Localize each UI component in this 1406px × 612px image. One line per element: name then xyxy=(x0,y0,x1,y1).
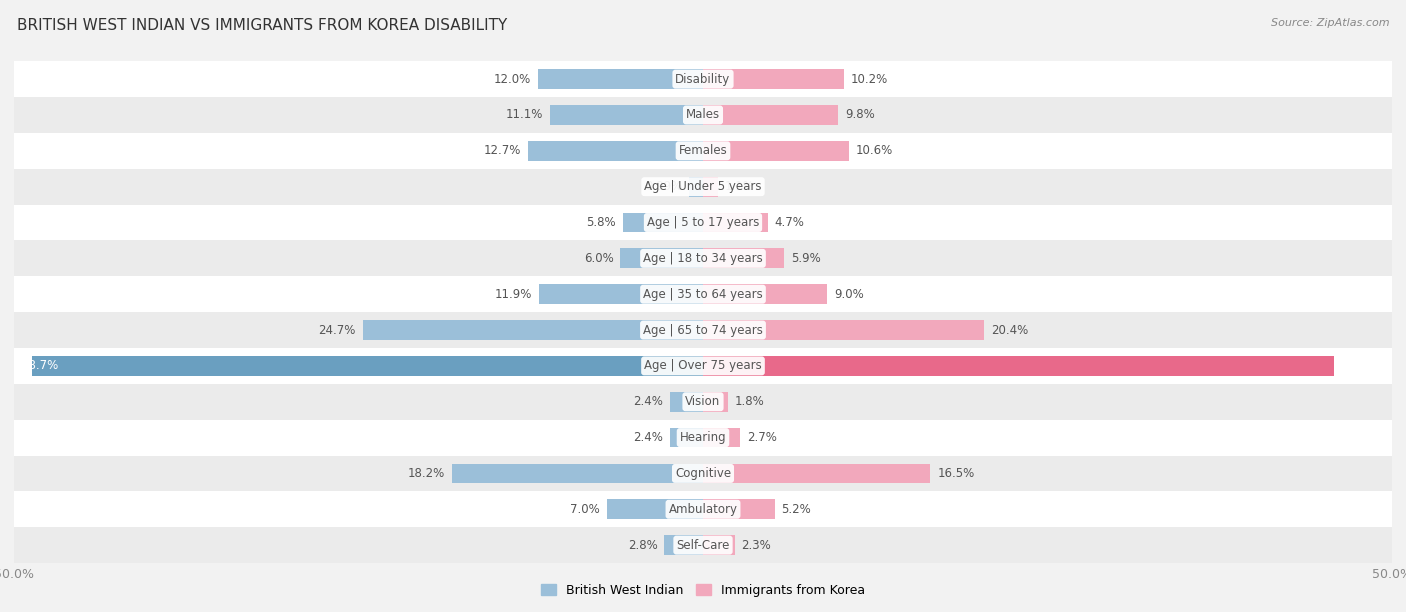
Text: 10.2%: 10.2% xyxy=(851,73,887,86)
Text: Males: Males xyxy=(686,108,720,121)
Bar xyxy=(550,105,703,125)
Bar xyxy=(703,499,775,519)
Text: 2.7%: 2.7% xyxy=(747,431,778,444)
Bar xyxy=(363,320,703,340)
Text: Hearing: Hearing xyxy=(679,431,727,444)
Bar xyxy=(703,320,984,340)
Bar xyxy=(623,212,703,233)
Bar xyxy=(703,536,735,555)
Bar xyxy=(14,312,1392,348)
Bar xyxy=(14,491,1392,527)
Bar xyxy=(606,499,703,519)
Text: BRITISH WEST INDIAN VS IMMIGRANTS FROM KOREA DISABILITY: BRITISH WEST INDIAN VS IMMIGRANTS FROM K… xyxy=(17,18,508,34)
Text: 2.3%: 2.3% xyxy=(741,539,772,551)
Bar xyxy=(529,141,703,161)
Text: 20.4%: 20.4% xyxy=(991,324,1028,337)
Bar xyxy=(14,455,1392,491)
Text: 5.2%: 5.2% xyxy=(782,503,811,516)
Text: 24.7%: 24.7% xyxy=(318,324,356,337)
Bar xyxy=(669,392,703,412)
Text: 16.5%: 16.5% xyxy=(938,467,974,480)
Bar xyxy=(620,248,703,268)
Text: 9.8%: 9.8% xyxy=(845,108,875,121)
Text: 4.7%: 4.7% xyxy=(775,216,804,229)
Text: 2.8%: 2.8% xyxy=(628,539,658,551)
Bar xyxy=(14,204,1392,241)
Bar xyxy=(703,141,849,161)
Text: Source: ZipAtlas.com: Source: ZipAtlas.com xyxy=(1271,18,1389,28)
Text: 11.1%: 11.1% xyxy=(506,108,543,121)
Legend: British West Indian, Immigrants from Korea: British West Indian, Immigrants from Kor… xyxy=(536,579,870,602)
Text: 12.7%: 12.7% xyxy=(484,144,522,157)
Text: 9.0%: 9.0% xyxy=(834,288,863,300)
Text: 5.9%: 5.9% xyxy=(792,252,821,265)
Bar xyxy=(14,61,1392,97)
Text: Age | Over 75 years: Age | Over 75 years xyxy=(644,359,762,372)
Text: 18.2%: 18.2% xyxy=(408,467,446,480)
Text: Age | 5 to 17 years: Age | 5 to 17 years xyxy=(647,216,759,229)
Bar xyxy=(703,105,838,125)
Text: Ambulatory: Ambulatory xyxy=(668,503,738,516)
Bar xyxy=(703,212,768,233)
Bar xyxy=(14,420,1392,455)
Bar xyxy=(703,285,827,304)
Bar xyxy=(453,463,703,483)
Bar xyxy=(14,276,1392,312)
Bar xyxy=(14,97,1392,133)
Text: 45.8%: 45.8% xyxy=(1348,359,1385,372)
Bar xyxy=(703,392,728,412)
Bar xyxy=(703,463,931,483)
Text: Vision: Vision xyxy=(685,395,721,408)
Text: Females: Females xyxy=(679,144,727,157)
Bar xyxy=(14,527,1392,563)
Text: 2.4%: 2.4% xyxy=(633,395,664,408)
Text: 2.4%: 2.4% xyxy=(633,431,664,444)
Bar xyxy=(14,169,1392,204)
Text: Age | Under 5 years: Age | Under 5 years xyxy=(644,180,762,193)
Bar xyxy=(537,69,703,89)
Text: Age | 18 to 34 years: Age | 18 to 34 years xyxy=(643,252,763,265)
Bar xyxy=(14,384,1392,420)
Bar xyxy=(32,356,703,376)
Bar xyxy=(14,241,1392,276)
Text: 7.0%: 7.0% xyxy=(569,503,599,516)
Bar xyxy=(703,69,844,89)
Bar xyxy=(538,285,703,304)
Text: 12.0%: 12.0% xyxy=(494,73,531,86)
Bar xyxy=(14,348,1392,384)
Bar xyxy=(669,428,703,447)
Text: 6.0%: 6.0% xyxy=(583,252,613,265)
Bar xyxy=(703,428,740,447)
Bar xyxy=(703,177,718,196)
Text: 10.6%: 10.6% xyxy=(856,144,893,157)
Text: 1.1%: 1.1% xyxy=(725,180,755,193)
Text: Age | 35 to 64 years: Age | 35 to 64 years xyxy=(643,288,763,300)
Text: 1.8%: 1.8% xyxy=(735,395,765,408)
Bar xyxy=(703,248,785,268)
Text: 11.9%: 11.9% xyxy=(495,288,531,300)
Text: Age | 65 to 74 years: Age | 65 to 74 years xyxy=(643,324,763,337)
Text: Self-Care: Self-Care xyxy=(676,539,730,551)
Bar xyxy=(703,356,1334,376)
Text: Cognitive: Cognitive xyxy=(675,467,731,480)
Bar xyxy=(665,536,703,555)
Text: 48.7%: 48.7% xyxy=(21,359,58,372)
Bar xyxy=(14,133,1392,169)
Text: 0.99%: 0.99% xyxy=(645,180,682,193)
Text: 5.8%: 5.8% xyxy=(586,216,616,229)
Bar xyxy=(689,177,703,196)
Text: Disability: Disability xyxy=(675,73,731,86)
